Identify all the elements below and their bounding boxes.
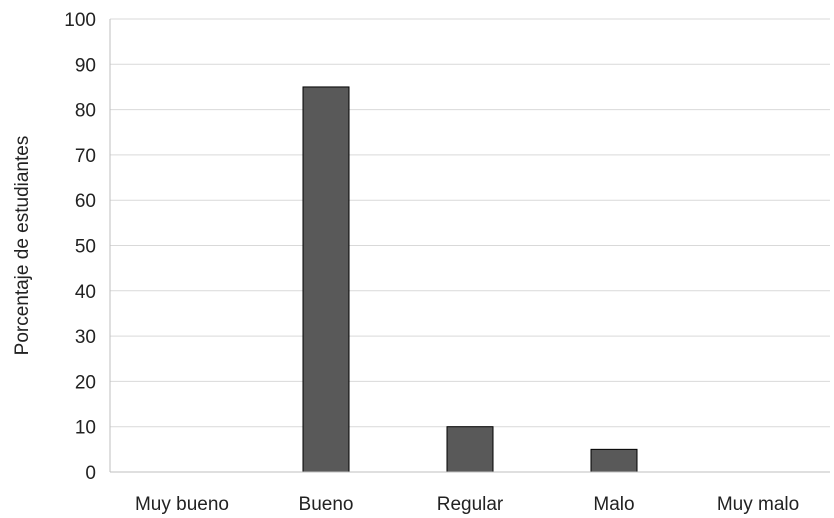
y-tick-label: 80 [75, 101, 96, 122]
y-tick-label: 60 [75, 191, 96, 212]
x-category-label: Malo [593, 494, 634, 515]
y-tick-label: 10 [75, 418, 96, 439]
y-tick-label: 20 [75, 372, 96, 393]
x-axis-categories: Muy bueno Bueno Regular Malo Muy malo [135, 494, 799, 515]
y-tick-label: 30 [75, 327, 96, 348]
bar-bueno [302, 86, 350, 473]
y-tick-label: 50 [75, 237, 96, 258]
x-category-label: Regular [437, 494, 504, 515]
bars [302, 86, 638, 473]
y-axis-label: Porcentaje de estudiantes [12, 136, 33, 356]
bar-malo [590, 448, 638, 473]
bar-regular [446, 426, 494, 473]
y-tick-label: 70 [75, 146, 96, 167]
x-category-label: Muy malo [717, 494, 799, 515]
y-tick-label: 40 [75, 282, 96, 303]
y-tick-label: 0 [85, 463, 96, 484]
gridlines [110, 18, 830, 428]
y-tick-label: 90 [75, 55, 96, 76]
x-category-label: Muy bueno [135, 494, 229, 515]
x-category-label: Bueno [299, 494, 354, 515]
y-axis-ticks: 0 10 20 30 40 50 60 70 80 90 100 [64, 10, 96, 484]
y-tick-label: 100 [64, 10, 96, 31]
